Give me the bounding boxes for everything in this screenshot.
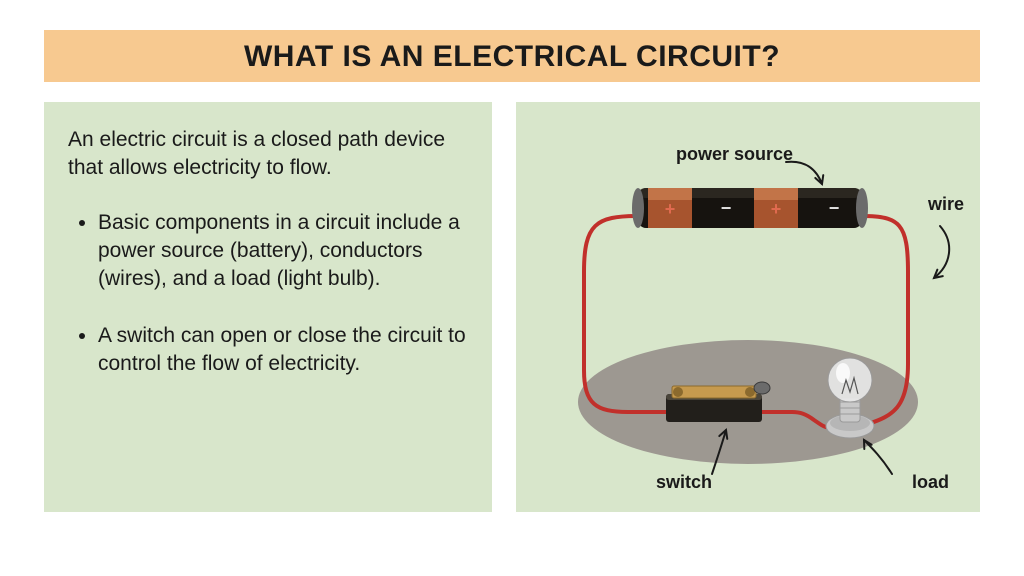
bullet-item: A switch can open or close the circuit t…: [98, 322, 468, 379]
title-bar: WHAT IS AN ELECTRICAL CIRCUIT?: [44, 30, 980, 82]
slide-page: WHAT IS AN ELECTRICAL CIRCUIT? An electr…: [0, 0, 1024, 576]
bullet-item: Basic components in a circuit include a …: [98, 209, 468, 294]
label-power-source: power source: [676, 144, 793, 165]
svg-text:−: −: [721, 198, 732, 218]
label-load: load: [912, 472, 949, 493]
label-switch: switch: [656, 472, 712, 493]
svg-text:−: −: [829, 198, 840, 218]
text-panel: An electric circuit is a closed path dev…: [44, 102, 492, 512]
bullet-list: Basic components in a circuit include a …: [68, 209, 468, 379]
intro-text: An electric circuit is a closed path dev…: [68, 126, 468, 183]
svg-text:+: +: [771, 199, 782, 219]
diagram-panel: + − + − power source wire switch load: [516, 102, 980, 512]
page-title: WHAT IS AN ELECTRICAL CIRCUIT?: [44, 30, 980, 74]
svg-text:+: +: [665, 199, 676, 219]
label-wire: wire: [928, 194, 964, 215]
